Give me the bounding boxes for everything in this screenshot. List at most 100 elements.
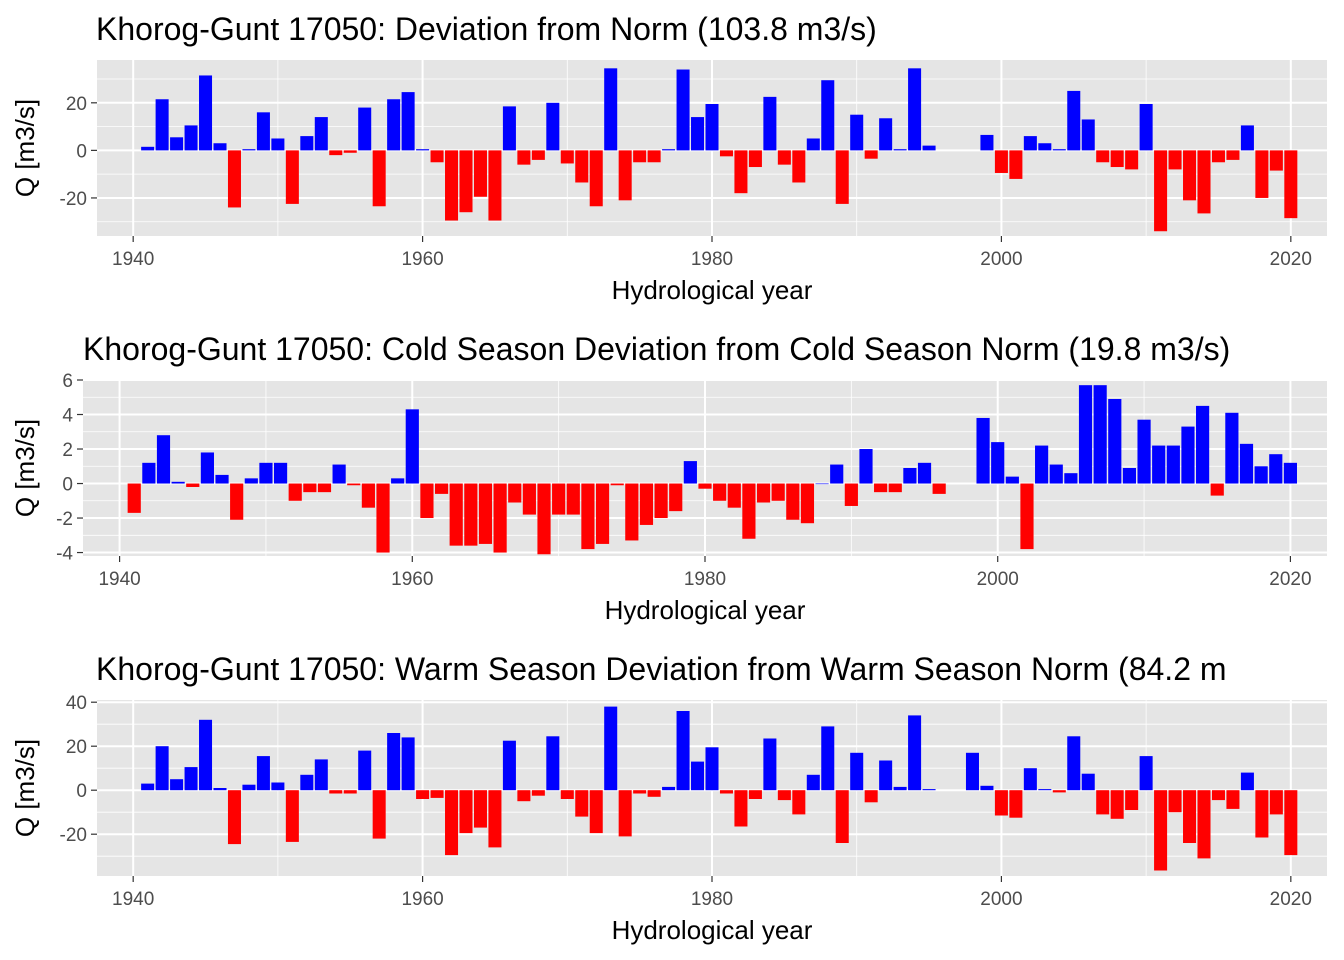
bar [200, 452, 214, 484]
bar [1038, 143, 1052, 151]
bar [156, 435, 171, 484]
bar [1005, 476, 1019, 484]
bar [676, 711, 690, 791]
bar [604, 706, 618, 791]
bar [343, 150, 357, 153]
bar [1226, 150, 1240, 160]
bar [1125, 790, 1139, 810]
bar [387, 733, 401, 791]
bar [980, 134, 994, 151]
bar [343, 790, 357, 794]
x-tick-label: 2020 [1270, 889, 1312, 910]
bar [859, 449, 873, 484]
y-axis-title: Q [m3/s] [10, 739, 40, 837]
bar [903, 468, 917, 484]
bar [850, 752, 864, 791]
bar [618, 790, 632, 837]
x-tick-label: 1960 [401, 889, 443, 910]
bar [1139, 756, 1153, 791]
bar [1211, 790, 1225, 801]
bar [420, 483, 434, 519]
y-tick-label: 2 [62, 440, 73, 461]
bar [698, 483, 712, 489]
y-tick-label: 40 [66, 693, 87, 714]
bar [1210, 483, 1224, 496]
bar [1269, 790, 1283, 815]
bar [1009, 790, 1023, 818]
bar [1197, 150, 1211, 214]
bar [1052, 790, 1066, 793]
bar [227, 790, 241, 845]
bar [141, 146, 155, 151]
bar [1023, 768, 1037, 791]
bar [213, 788, 227, 791]
bar [830, 464, 844, 484]
bar [473, 150, 487, 197]
bar [184, 767, 198, 791]
bar [256, 756, 270, 791]
bar [517, 150, 531, 165]
bar [401, 92, 415, 151]
bar [647, 150, 661, 163]
y-tick-label: 20 [66, 737, 87, 758]
bar [604, 68, 618, 151]
x-tick-label: 2000 [980, 249, 1022, 270]
bar [922, 789, 936, 791]
bar [705, 104, 719, 151]
bar [727, 483, 741, 508]
bar [1067, 736, 1081, 791]
bar [372, 150, 386, 207]
bar [976, 417, 990, 484]
y-tick-label: -2 [56, 509, 73, 530]
bar [893, 786, 907, 791]
bar [806, 774, 820, 791]
bar [387, 99, 401, 151]
bar [633, 150, 647, 163]
bar [155, 746, 169, 791]
bar [358, 107, 372, 151]
bar [488, 150, 502, 221]
bar [401, 737, 415, 791]
bar [271, 782, 285, 791]
bar [1096, 150, 1110, 163]
bar [777, 790, 791, 801]
x-tick-label: 1960 [391, 569, 433, 590]
y-axis-title: Q [m3/s] [10, 419, 40, 517]
bar [531, 790, 545, 796]
bar [1081, 119, 1095, 151]
x-tick-label: 1940 [112, 889, 154, 910]
bar [546, 736, 560, 791]
x-tick-label: 1980 [684, 569, 726, 590]
bar [1081, 773, 1095, 791]
y-tick-label: 0 [76, 141, 87, 162]
bar [1096, 790, 1110, 815]
bar [705, 747, 719, 791]
bar [242, 149, 256, 151]
bar [994, 790, 1008, 816]
bar [416, 149, 430, 151]
bar [285, 150, 299, 204]
bar [713, 483, 727, 501]
bar [560, 790, 574, 799]
bar [1226, 790, 1240, 809]
y-tick-label: 4 [62, 406, 73, 427]
bar [1049, 464, 1063, 484]
bar [734, 790, 748, 827]
chart-panel-1: 1940 1960 1980 2000 2020 -20 0 20 Khorog-Gunt 17… [10, 11, 1327, 305]
y-tick-label: 6 [62, 371, 73, 392]
bar [589, 150, 603, 207]
bar [835, 150, 849, 204]
bar [1255, 790, 1269, 838]
bar [1166, 445, 1180, 484]
bar [502, 740, 516, 791]
bar [445, 790, 459, 856]
bar [358, 750, 372, 791]
bar [639, 483, 654, 525]
bar [879, 760, 893, 791]
bar [874, 483, 888, 493]
bar [434, 483, 449, 494]
bar [864, 790, 878, 803]
bar [391, 478, 405, 484]
bar [763, 738, 777, 791]
